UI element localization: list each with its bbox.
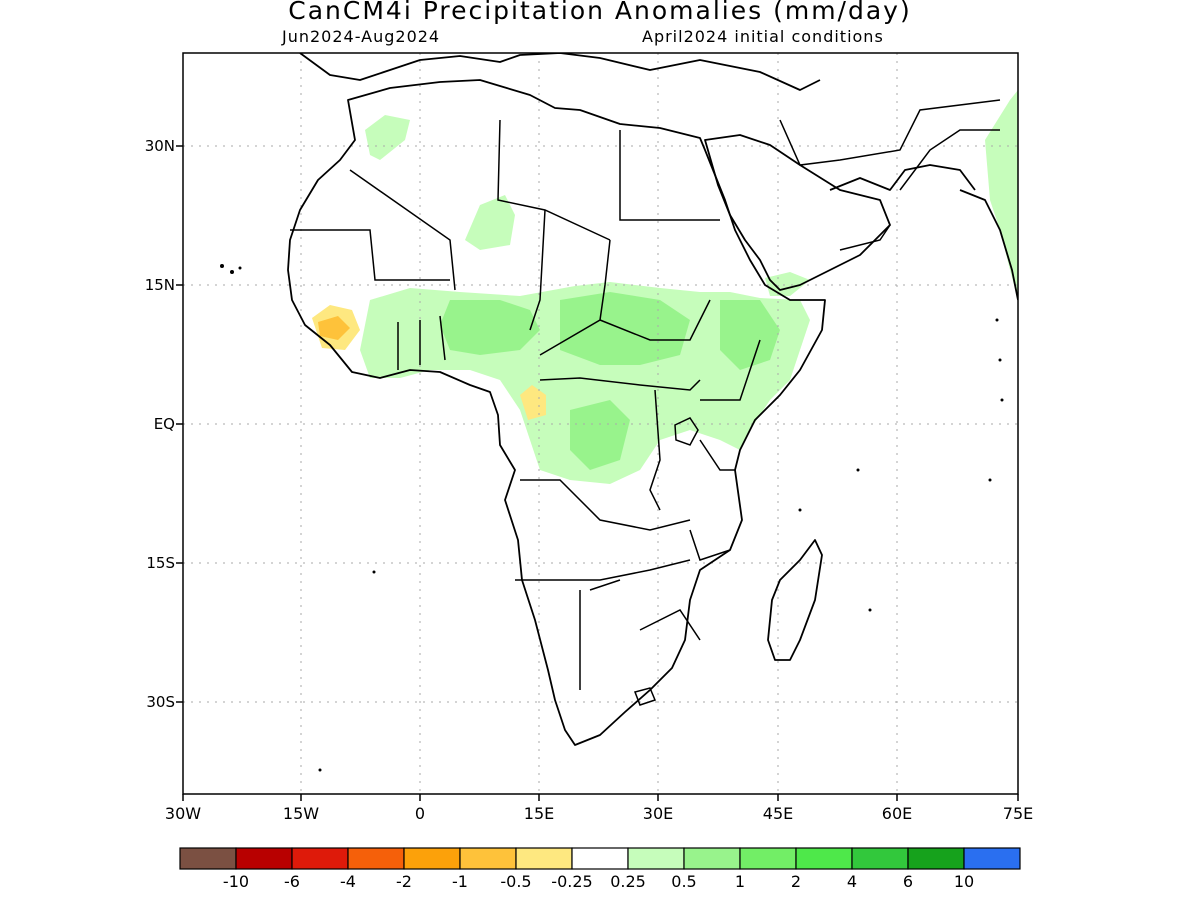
border-line (779, 99, 1001, 166)
lon-tick-45e: 45E (762, 804, 794, 823)
border-line (639, 609, 701, 641)
colorbar-cell (627, 847, 685, 870)
border-line (649, 389, 661, 511)
border-line (515, 559, 691, 581)
border-line (539, 239, 611, 356)
colorbar-label: -0.25 (551, 872, 593, 891)
border-line (579, 579, 621, 690)
lat-tick-15n: 15N (144, 276, 175, 294)
lat-tick-30n: 30N (144, 137, 175, 155)
colorbar-label: 4 (846, 872, 858, 891)
colorbar-cell (179, 847, 237, 870)
colorbar-label: -4 (340, 872, 356, 891)
border-line (599, 299, 711, 341)
border-line (349, 169, 456, 291)
lon-tick-30e: 30E (642, 804, 674, 823)
colorbar-label: -6 (284, 872, 300, 891)
border-line (619, 130, 720, 221)
border-line (899, 129, 1000, 191)
colorbar-label: -0.5 (500, 872, 532, 891)
dry-core-guinea (318, 316, 350, 340)
chart-title: CanCM4i Precipitation Anomalies (mm/day) (288, 0, 912, 25)
initial-conditions: April2024 initial conditions (642, 27, 884, 46)
madagascar-coastline (767, 539, 823, 661)
colorbar-label: -1 (452, 872, 468, 891)
colorbar-cell (347, 847, 405, 870)
islands (220, 264, 1004, 772)
border-line (529, 209, 546, 331)
india-coastline (959, 189, 1018, 301)
border-line (700, 339, 761, 401)
europe-coastline (299, 53, 821, 91)
border-line (539, 377, 701, 391)
dry-anomaly-cameroon (520, 385, 546, 420)
border-line (397, 315, 446, 370)
border-line (520, 479, 691, 531)
lake-victoria (674, 417, 699, 446)
colorbar-label: 1 (734, 872, 746, 891)
colorbar-label: 0.25 (610, 872, 646, 891)
arabia-coastline (704, 134, 891, 291)
colorbar-label: -2 (396, 872, 412, 891)
colorbar-cell (403, 847, 461, 870)
wet-core-sahel-west (440, 300, 540, 355)
colorbar-cell (571, 847, 629, 870)
colorbar-label: -10 (222, 872, 250, 891)
lon-tick-0: 0 (414, 804, 426, 823)
lon-tick-60e: 60E (881, 804, 913, 823)
coastlines (287, 53, 1018, 746)
border-line (839, 224, 891, 251)
colorbar-label: 6 (902, 872, 914, 891)
gulf-coastline (829, 164, 976, 191)
lon-tick-15e: 15E (523, 804, 555, 823)
tick-marks (176, 145, 1019, 801)
wet-core-congo (570, 400, 630, 470)
lon-tick-15w: 15W (282, 804, 320, 823)
lat-tick-eq: EQ (153, 415, 175, 433)
colorbar-cell (291, 847, 349, 870)
forecast-period: Jun2024-Aug2024 (282, 27, 441, 46)
colorbar-cell (851, 847, 909, 870)
colorbar-cell (907, 847, 965, 870)
colorbar-label: 10 (953, 872, 975, 891)
border-line (290, 229, 450, 281)
border-line (699, 439, 735, 471)
colorbar-cell (739, 847, 797, 870)
country-borders (290, 99, 1001, 706)
africa-coastline (287, 79, 826, 746)
lake-lesotho (634, 687, 657, 706)
anomaly-shading (312, 90, 1018, 484)
colorbar-cell (235, 847, 293, 870)
lat-tick-30s: 30S (146, 693, 175, 711)
wet-anomaly-india (985, 90, 1018, 300)
wet-core-horn (720, 300, 780, 370)
colorbar-cell (515, 847, 573, 870)
wet-anomaly-sahara (465, 195, 515, 250)
colorbar-cell (795, 847, 853, 870)
border-line (689, 529, 731, 561)
wet-anomaly-arabia (765, 272, 810, 296)
lat-tick-15s: 15S (146, 554, 175, 572)
colorbar-cell (963, 847, 1021, 870)
colorbar-label: 2 (790, 872, 802, 891)
wet-anomaly-morocco (365, 115, 410, 160)
colorbar-cell (459, 847, 517, 870)
border-line (497, 119, 611, 241)
lon-tick-30w: 30W (164, 804, 202, 823)
colorbar-cell (683, 847, 741, 870)
graticule (183, 53, 1018, 794)
lon-tick-75e: 75E (1002, 804, 1034, 823)
colorbar-label: 0.5 (671, 872, 697, 891)
